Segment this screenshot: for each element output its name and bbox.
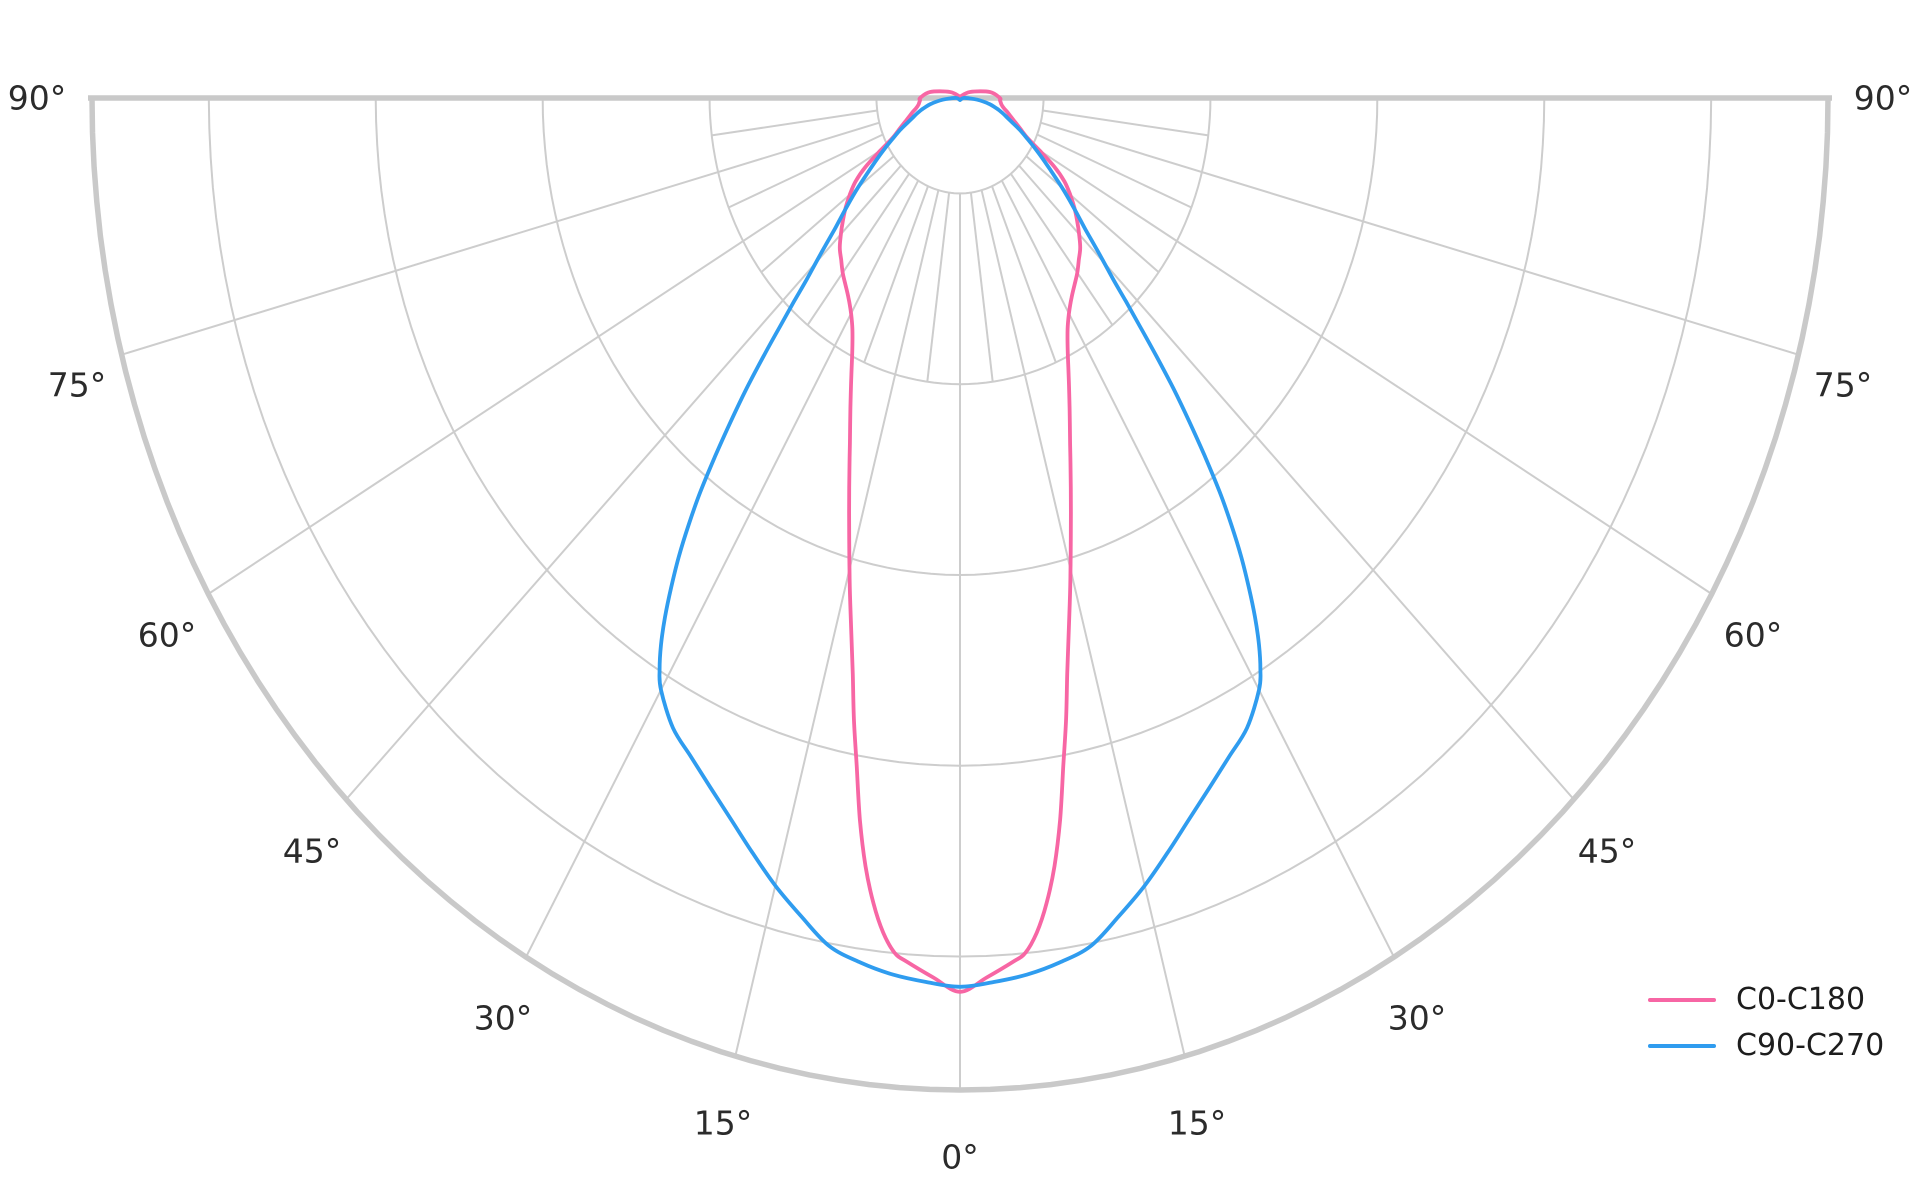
angle-grid-ray xyxy=(1042,109,1209,137)
angle-grid-ray xyxy=(345,164,902,801)
angle-label-15deg: 15° xyxy=(1167,1103,1227,1143)
curve-c0-c180 xyxy=(837,89,1083,994)
angle-grid-ray xyxy=(734,189,940,1057)
legend-line-blue xyxy=(1648,1043,1716,1049)
angle-grid-ray xyxy=(806,173,911,326)
angle-grid-ray xyxy=(121,121,880,356)
series-curves xyxy=(657,89,1263,994)
angle-label--30deg: 30° xyxy=(473,998,533,1038)
angle-label-60deg: 60° xyxy=(1723,615,1783,655)
angle-grid-ray xyxy=(991,185,1057,363)
angle-grid-ray xyxy=(760,155,895,273)
angle-grid-ray xyxy=(1031,144,1713,595)
angle-grid-ray xyxy=(1000,180,1395,958)
angle-grid-ray xyxy=(1036,133,1192,209)
angle-grid-ray xyxy=(1025,155,1160,273)
angle-grid-ray xyxy=(980,189,1186,1057)
polar-grid xyxy=(121,97,1799,1090)
angle-label--15deg: 15° xyxy=(693,1103,753,1143)
angle-grid-ray xyxy=(711,109,878,137)
frame-outer-arc xyxy=(89,97,1831,1093)
angle-grid-ray xyxy=(926,192,951,382)
legend-entry-c0-c180: C0-C180 xyxy=(1648,984,1884,1016)
angle-grid-ray xyxy=(207,144,889,595)
legend-entry-c90-c270: C90-C270 xyxy=(1648,1030,1884,1062)
angle-grid-ray xyxy=(1018,164,1575,801)
angle-grid-ray xyxy=(1040,121,1799,356)
angle-label--90deg: 90° xyxy=(7,78,67,118)
radial-grid-circle xyxy=(875,98,1045,195)
angle-grid-ray xyxy=(863,185,929,363)
legend-label: C0-C180 xyxy=(1736,982,1866,1017)
angle-grid-ray xyxy=(728,133,884,209)
angle-label-0deg: 0° xyxy=(941,1137,979,1177)
angle-label--75deg: 75° xyxy=(47,365,107,405)
angle-label-75deg: 75° xyxy=(1813,365,1873,405)
legend-label: C90-C270 xyxy=(1736,1028,1885,1063)
angle-label--45deg: 45° xyxy=(282,831,342,871)
angle-label--60deg: 60° xyxy=(137,615,197,655)
legend-line-pink xyxy=(1648,997,1716,1003)
angle-label-30deg: 30° xyxy=(1387,998,1447,1038)
angle-grid-ray xyxy=(525,180,920,958)
curve-c90-c270 xyxy=(657,96,1263,989)
angle-grid-ray xyxy=(1009,173,1114,326)
angle-grid-ray xyxy=(969,192,994,382)
angle-label-45deg: 45° xyxy=(1577,831,1637,871)
legend: C0-C180 C90-C270 xyxy=(1648,984,1884,1062)
angle-label-90deg: 90° xyxy=(1853,78,1913,118)
